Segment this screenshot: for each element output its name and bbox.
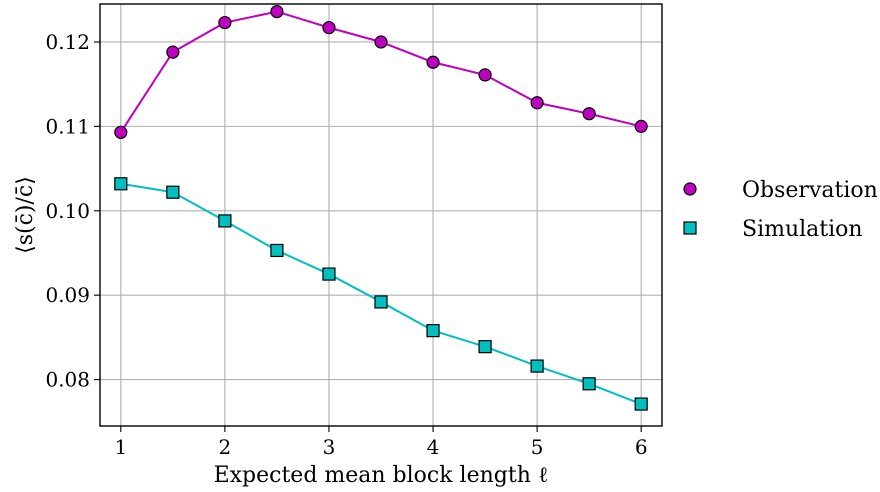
y-axis-label: ⟨s(c̄)/c̄⟩ — [13, 176, 38, 254]
data-point-observation — [114, 125, 128, 139]
x-tick-label: 2 — [219, 435, 232, 459]
data-point-simulation — [270, 243, 284, 258]
y-tick-label: 0.10 — [45, 199, 90, 223]
data-point-simulation — [166, 185, 180, 199]
series-layer — [114, 4, 648, 411]
data-point-observation — [634, 119, 648, 133]
x-tick-label: 6 — [635, 435, 648, 459]
y-tick-label: 0.09 — [45, 283, 90, 307]
legend-marker-observation — [683, 182, 697, 196]
x-tick-label: 1 — [114, 435, 127, 459]
data-point-observation — [374, 35, 388, 49]
data-point-observation — [270, 4, 284, 19]
x-tick-label: 4 — [427, 435, 440, 459]
series-line-observation — [119, 10, 642, 133]
legend-marker-simulation — [683, 221, 697, 235]
x-axis-label: Expected mean block length ℓ — [214, 463, 549, 488]
data-point-simulation — [374, 295, 388, 309]
legend-label-observation: Observation — [742, 178, 878, 203]
plot-frame — [99, 3, 663, 427]
data-point-simulation — [218, 214, 232, 228]
y-tick-label: 0.12 — [45, 30, 90, 54]
data-point-simulation — [634, 397, 648, 411]
legend-item-simulation: Simulation — [683, 217, 863, 242]
data-point-observation — [426, 55, 440, 69]
data-point-observation — [478, 68, 492, 82]
data-point-simulation — [530, 359, 544, 373]
data-point-observation — [322, 21, 336, 35]
data-point-simulation — [478, 340, 492, 354]
legend-item-observation: Observation — [683, 178, 878, 203]
data-point-observation — [166, 45, 180, 59]
data-point-simulation — [582, 377, 596, 391]
series-observation — [114, 4, 648, 139]
y-tick-label: 0.08 — [45, 368, 90, 392]
axis-ticks: 1 2 3 4 5 6 0.08 0.09 0.10 0.11 0.12 — [45, 30, 647, 459]
data-point-simulation — [322, 267, 336, 281]
series-line-simulation — [120, 182, 642, 405]
data-point-observation — [218, 15, 232, 30]
y-tick-label: 0.11 — [45, 114, 90, 138]
data-point-simulation — [114, 177, 128, 191]
data-point-simulation — [426, 324, 440, 338]
legend-label-simulation: Simulation — [742, 217, 863, 242]
data-point-observation — [530, 96, 544, 110]
legend: Observation Simulation — [683, 178, 878, 242]
data-point-observation — [582, 107, 596, 121]
x-tick-label: 5 — [531, 435, 544, 459]
x-tick-label: 3 — [323, 435, 336, 459]
series-simulation — [114, 177, 648, 411]
grid — [100, 4, 662, 426]
